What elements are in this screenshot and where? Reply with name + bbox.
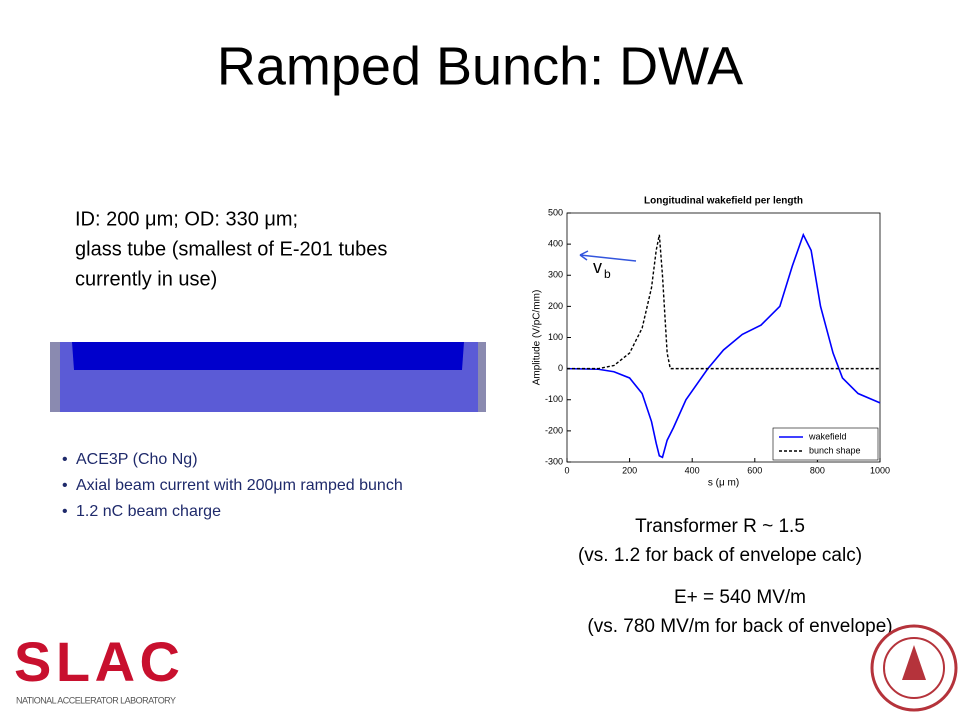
bullet-dot: • [62,451,68,468]
y-tick-label: 0 [558,363,563,373]
y-tick-label: 500 [548,207,563,217]
seal [870,624,958,712]
legend-box [772,427,879,461]
legend-label: bunch shape [809,445,861,455]
note: (vs. 1.2 for back of envelope calc) [578,545,862,566]
chart-title: Longitudinal wakefield per length [644,196,803,207]
bullet: 1.2 nC beam charge [76,503,221,520]
bullet: Axial beam current with 200μm ramped bun… [76,477,403,494]
description: glass tube (smallest of E-201 tubes [75,238,387,260]
y-tick-label: -100 [545,394,563,404]
bullet-dot: • [62,477,68,494]
y-tick-label: 100 [548,332,563,342]
annotation: v [593,257,602,277]
plot-area [566,212,881,463]
x-tick-label: 600 [747,465,762,475]
annotation-arrow [579,254,637,262]
annotation-subscript: b [604,267,611,281]
series-line [567,234,880,370]
note: (vs. 780 MV/m for back of envelope) [587,616,892,637]
bullet: ACE3P (Cho Ng) [76,451,198,468]
y-axis-label: Amplitude (V/pC/mm) [532,290,543,386]
description: currently in use) [75,268,217,290]
y-tick-label: -300 [545,456,563,466]
legend-label: wakefield [808,431,847,441]
x-tick-label: 400 [685,465,700,475]
x-tick-label: 800 [810,465,825,475]
y-tick-label: 300 [548,270,563,280]
x-tick-label: 1000 [870,465,890,475]
y-tick-label: 400 [548,239,563,249]
note: Transformer R ~ 1.5 [635,516,805,537]
x-axis-label: s (μ m) [708,478,739,489]
tube-image [50,342,486,412]
series-line [566,232,881,459]
bullet-dot: • [62,503,68,520]
x-tick-label: 0 [564,465,569,475]
y-tick-label: -200 [545,425,563,435]
annotation-arrowhead [579,250,589,261]
y-tick-label: 200 [548,301,563,311]
x-tick-label: 200 [622,465,637,475]
slide-title: Ramped Bunch: DWA [217,36,743,96]
logo-subtitle: NATIONAL ACCELERATOR LABORATORY [16,695,176,705]
description: ID: 200 μm; OD: 330 μm; [75,208,298,230]
logo: SLAC [14,630,180,693]
note: E+ = 540 MV/m [674,587,806,608]
